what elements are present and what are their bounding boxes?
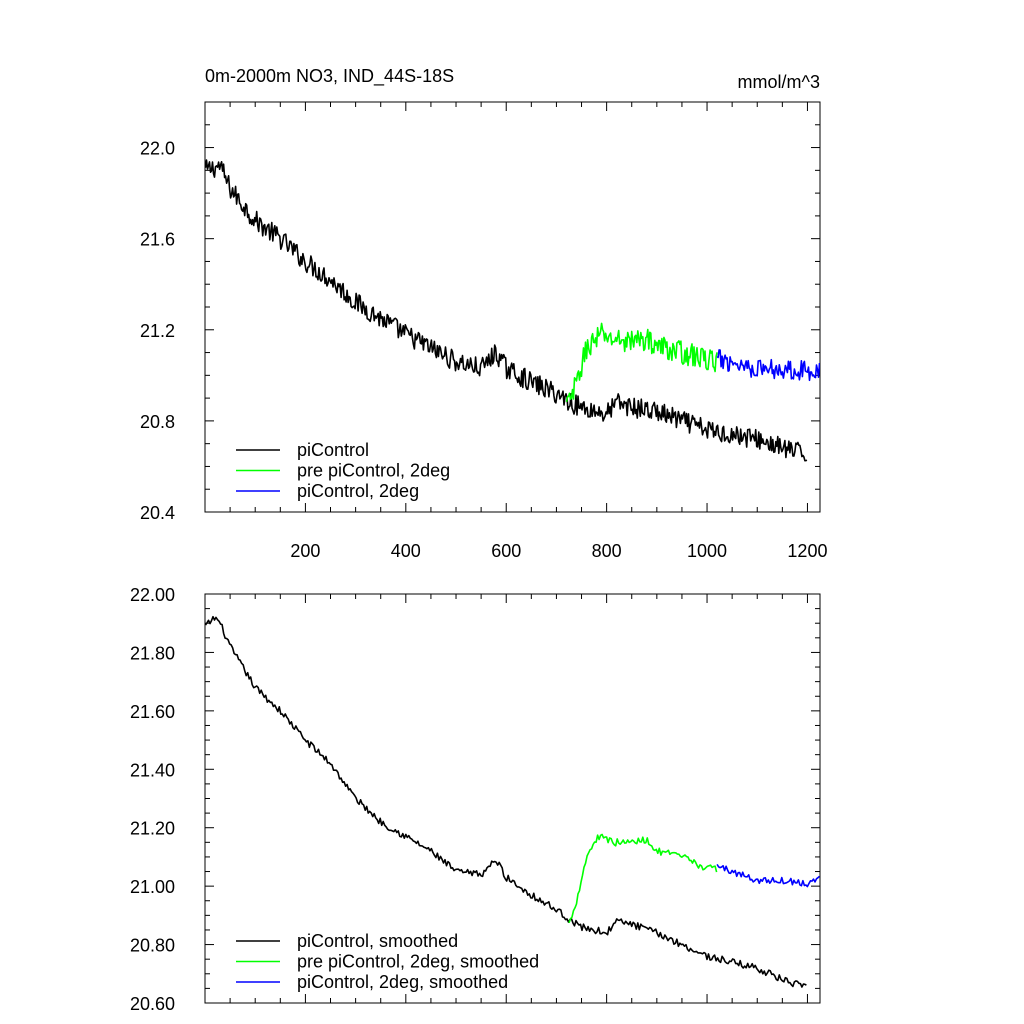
x-tick-label: 800 (592, 541, 622, 561)
x-tick-label: 200 (290, 541, 320, 561)
axis-ticks (204, 593, 820, 1004)
x-tick-label: 1200 (787, 541, 827, 561)
series-line-2 (716, 349, 820, 382)
y-tick-label: 21.80 (130, 643, 175, 663)
series-line-2 (716, 863, 820, 888)
y-tick-label: 20.8 (140, 412, 175, 432)
series-line-1 (565, 322, 718, 403)
legend-label: piControl, smoothed (297, 931, 458, 951)
legend-label: piControl, 2deg, smoothed (297, 972, 508, 992)
legend-label: piControl, 2deg (297, 481, 419, 501)
x-tick-label: 600 (491, 541, 521, 561)
series-line-1 (568, 833, 718, 924)
y-tick-label: 20.4 (140, 503, 175, 523)
legend-label: pre piControl, 2deg, smoothed (297, 952, 539, 972)
legend-label: pre piControl, 2deg (297, 461, 450, 481)
series-line-0 (205, 159, 808, 462)
y-tick-label: 22.0 (140, 139, 175, 159)
bottom-chart-panel: 20.60 20.80 21.00 21.20 21.40 21.60 21.80 22.00… (130, 585, 821, 1014)
y-tick-label: 20.80 (130, 936, 175, 956)
chart-title: 0m-2000m NO3, IND_44S-18S (205, 66, 454, 87)
y-tick-label: 22.00 (130, 585, 175, 605)
y-tick-label: 21.6 (140, 230, 175, 250)
y-tick-label: 21.60 (130, 702, 175, 722)
x-tick-label: 400 (391, 541, 421, 561)
units-label: mmol/m^3 (738, 72, 820, 92)
legend-label: piControl (297, 440, 369, 460)
axis-ticks (204, 101, 820, 513)
y-tick-label: 21.00 (130, 877, 175, 897)
y-tick-label: 21.40 (130, 760, 175, 780)
top-chart-panel: 200 400 600 800 1000 1200 20.4 20.8 21.2 21.6 22.0… (140, 101, 827, 561)
y-tick-label: 21.2 (140, 321, 175, 341)
series-line-0 (205, 615, 807, 988)
y-tick-label: 20.60 (130, 994, 175, 1014)
x-tick-label: 1000 (687, 541, 727, 561)
y-tick-label: 21.20 (130, 819, 175, 839)
